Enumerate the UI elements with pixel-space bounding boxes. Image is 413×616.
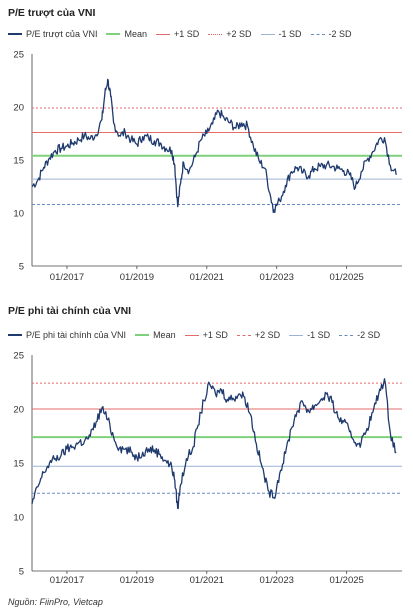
y-tick-label: 20: [13, 405, 24, 416]
x-tick-label: 01/2019: [120, 575, 154, 586]
x-tick-label: 01/2019: [120, 272, 154, 283]
legend-swatch-minus2: [339, 334, 354, 336]
chart1-legend: P/E trượt của VNI Mean +1 SD +2 SD -1 SD…: [8, 27, 409, 41]
legend-label-series: P/E trượt của VNI: [26, 29, 98, 39]
y-tick-label: 5: [19, 567, 24, 578]
legend-item-minus2: -2 SD: [310, 29, 352, 39]
series-line: [31, 78, 397, 214]
legend-item-plus2: +2 SD: [236, 330, 281, 340]
legend-swatch-series: [8, 334, 22, 336]
x-tick-label: 01/2021: [190, 272, 224, 283]
legend-item-minus2: -2 SD: [339, 330, 380, 340]
legend-swatch-minus1: [260, 33, 275, 35]
y-tick-label: 25: [13, 351, 24, 362]
legend-label-minus1: -1 SD: [307, 330, 331, 340]
legend-swatch-plus2: [236, 334, 251, 336]
legend-label-mean: Mean: [124, 29, 147, 39]
legend-item-series: P/E phi tài chính của VNI: [8, 330, 126, 340]
source-note: Nguồn: FiinPro, Vietcap: [8, 597, 103, 607]
y-tick-label: 15: [13, 459, 24, 470]
legend-swatch-series: [8, 33, 22, 35]
x-tick-label: 01/2023: [260, 575, 294, 586]
legend-label-plus1: +1 SD: [173, 29, 200, 39]
series-line: [31, 378, 397, 510]
y-tick-label: 5: [19, 262, 24, 273]
y-tick-label: 10: [13, 513, 24, 524]
chart1-plot: 5 10 15 20 25 01/2017 01/2019 01/2021 01/2023 01/…: [13, 50, 402, 283]
y-tick-label: 25: [13, 50, 24, 61]
legend-label-minus2: -2 SD: [328, 29, 352, 39]
legend-swatch-plus2: [208, 33, 223, 35]
legend-label-plus1: +1 SD: [202, 330, 228, 340]
legend-item-plus1: +1 SD: [184, 330, 228, 340]
legend-item-mean: Mean: [135, 330, 176, 340]
x-tick-label: 01/2017: [50, 272, 84, 283]
legend-label-mean: Mean: [153, 330, 176, 340]
legend-swatch-plus1: [155, 33, 170, 35]
chart2-title: P/E phi tài chính của VNI: [8, 305, 132, 317]
x-tick-label: 01/2025: [329, 272, 363, 283]
legend-item-minus1: -1 SD: [289, 330, 330, 340]
legend-swatch-minus2: [310, 33, 325, 35]
y-tick-label: 10: [13, 209, 24, 220]
legend-item-plus1: +1 SD: [155, 29, 200, 39]
x-tick-label: 01/2023: [260, 272, 294, 283]
legend-swatch-plus1: [184, 334, 199, 336]
legend-item-mean: Mean: [106, 29, 147, 39]
legend-label-minus1: -1 SD: [278, 29, 302, 39]
y-tick-label: 20: [13, 103, 24, 114]
legend-swatch-minus1: [289, 334, 304, 336]
x-tick-label: 01/2017: [50, 575, 84, 586]
legend-label-plus2: +2 SD: [226, 29, 252, 39]
legend-item-minus1: -1 SD: [260, 29, 302, 39]
x-tick-label: 01/2025: [329, 575, 363, 586]
legend-label-series: P/E phi tài chính của VNI: [26, 330, 127, 340]
legend-label-minus2: -2 SD: [357, 330, 381, 340]
y-tick-label: 15: [13, 156, 24, 167]
legend-item-series: P/E trượt của VNI: [8, 29, 97, 39]
chart1-title: P/E trượt của VNI: [8, 7, 96, 19]
x-tick-label: 01/2021: [190, 575, 224, 586]
legend-swatch-mean: [135, 334, 150, 336]
legend-swatch-mean: [106, 33, 121, 35]
legend-label-plus2: +2 SD: [254, 330, 281, 340]
chart2-plot: 5 10 15 20 25 01/2017 01/2019 01/2021 01/2023 01/…: [13, 351, 402, 586]
legend-item-plus2: +2 SD: [208, 29, 252, 39]
chart2-legend: P/E phi tài chính của VNI Mean +1 SD +2 …: [8, 328, 409, 342]
